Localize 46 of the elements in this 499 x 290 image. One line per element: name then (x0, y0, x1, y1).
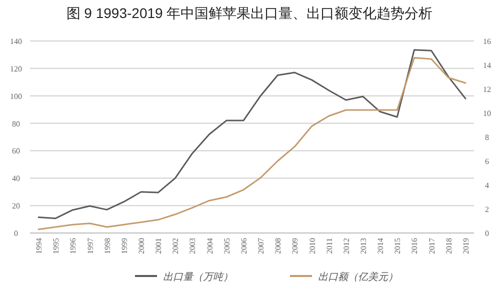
x-tick-label: 2012 (342, 238, 351, 254)
x-tick-label: 1998 (102, 238, 112, 254)
x-tick-label: 2011 (324, 238, 334, 254)
y-tick-label: 40 (12, 174, 20, 184)
y2-tick-label: 4 (485, 181, 489, 190)
x-tick-label: 2009 (290, 238, 300, 254)
y-tick-label: 140 (10, 37, 22, 46)
y-tick-label: 0 (14, 229, 18, 238)
y-tick-label: 60 (12, 146, 20, 156)
x-tick-label: 2004 (205, 238, 214, 254)
chart-title: 图 9 1993-2019 年中国鲜苹果出口量、出口额变化趋势分析 (66, 5, 433, 21)
x-tick-label: 2006 (239, 238, 248, 254)
x-tick-label: 2015 (393, 238, 402, 254)
x-tick-label: 2005 (222, 238, 232, 254)
y2-tick-label: 10 (483, 109, 491, 118)
x-tick-label: 2002 (171, 238, 180, 254)
y-tick-label: 20 (12, 202, 20, 211)
y2-tick-label: 12 (483, 85, 491, 94)
x-tick-label: 2016 (410, 238, 420, 254)
x-tick-label: 2018 (444, 238, 454, 254)
x-tick-label: 1997 (86, 238, 95, 254)
legend-label: 出口量（万吨） (163, 271, 233, 283)
x-tick-label: 1996 (68, 238, 78, 254)
x-tick-label: 2014 (376, 238, 386, 254)
y2-tick-label: 14 (483, 61, 491, 70)
x-tick-label: 2010 (308, 238, 317, 254)
y-tick-label: 80 (12, 119, 20, 128)
y2-tick-label: 0 (485, 229, 489, 238)
x-tick-label: 2013 (359, 238, 368, 254)
x-tick-label: 1999 (120, 238, 129, 254)
y2-tick-label: 2 (485, 205, 489, 214)
x-tick-label: 2007 (256, 238, 266, 254)
x-tick-label: 2019 (461, 238, 470, 254)
x-tick-label: 2000 (137, 238, 146, 254)
y2-tick-label: 6 (485, 157, 489, 166)
x-tick-label: 2008 (274, 238, 283, 254)
x-tick-label: 1994 (34, 238, 44, 254)
y2-tick-label: 16 (483, 37, 491, 46)
y-tick-label: 120 (10, 64, 22, 74)
y2-tick-label: 8 (485, 133, 489, 142)
legend-label: 出口额（亿美元） (318, 271, 398, 283)
x-tick-label: 2017 (427, 238, 436, 254)
y-tick-label: 100 (10, 92, 22, 101)
x-tick-label: 1995 (52, 238, 61, 254)
x-tick-label: 2001 (154, 238, 164, 254)
x-tick-label: 2003 (188, 238, 198, 254)
